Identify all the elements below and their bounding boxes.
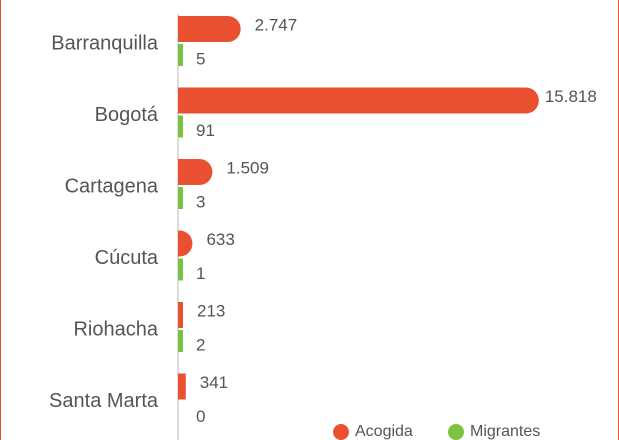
category-label: Bogotá [95, 104, 159, 126]
value-label: 341 [200, 373, 228, 392]
legend-label: Migrantes [470, 423, 540, 440]
value-label: 1 [196, 264, 205, 283]
legend-marker [333, 424, 349, 440]
bar [178, 230, 193, 257]
value-label: 91 [196, 121, 215, 140]
value-label: 15.818 [545, 87, 597, 106]
value-label: 5 [196, 49, 205, 68]
category-label: Cartagena [65, 175, 159, 197]
category-label: Santa Marta [49, 390, 159, 412]
bar [178, 302, 183, 328]
bar [178, 87, 539, 114]
bar [178, 330, 183, 352]
category-label: Barranquilla [51, 32, 159, 54]
bar [178, 159, 213, 185]
bar [178, 258, 183, 281]
category-label: Riohacha [73, 318, 158, 340]
bar [178, 115, 183, 138]
value-label: 633 [206, 230, 234, 249]
bar [178, 187, 183, 209]
value-label: 3 [196, 192, 205, 211]
bar [178, 44, 183, 66]
value-label: 1.509 [226, 158, 269, 177]
category-label: Cúcuta [95, 247, 159, 269]
bar [178, 16, 241, 42]
bar [178, 373, 186, 400]
legend-label: Acogida [355, 423, 413, 440]
value-label: 0 [196, 407, 205, 426]
value-label: 2 [196, 335, 205, 354]
value-label: 213 [197, 301, 225, 320]
legend-marker [448, 424, 464, 440]
value-label: 2.747 [255, 15, 298, 34]
